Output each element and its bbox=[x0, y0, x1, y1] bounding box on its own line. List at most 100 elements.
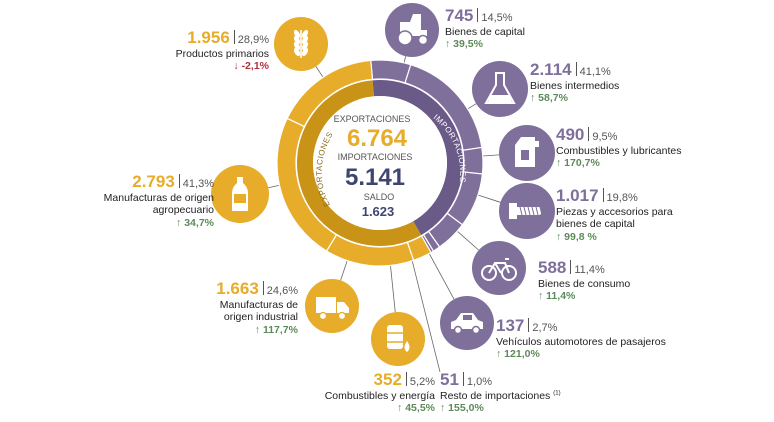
arrow-up-icon: ↑ bbox=[397, 402, 403, 415]
import-slice bbox=[370, 59, 412, 84]
leader-line bbox=[411, 259, 441, 373]
value: 1.956 bbox=[187, 28, 230, 47]
share: 41,3% bbox=[182, 178, 214, 190]
import-item-consumer-goods: 588 11,4% Bienes de consumo ↑ 11,4% bbox=[538, 258, 688, 303]
share: 24,6% bbox=[266, 285, 298, 297]
change: 121,0% bbox=[504, 348, 540, 361]
share: 2,7% bbox=[532, 322, 558, 334]
imports-label: IMPORTACIONES bbox=[338, 152, 413, 162]
import-item-fuels-lubricants: 490 9,5% Combustibles y lubricantes ↑ 170… bbox=[556, 125, 716, 170]
exports-total-ring bbox=[296, 80, 422, 246]
label: Manufacturas de origen industrial bbox=[219, 299, 298, 324]
change: 170,7% bbox=[564, 157, 600, 170]
leader-line bbox=[268, 184, 280, 189]
value: 1.017 bbox=[556, 186, 599, 205]
footnote-mark: (1) bbox=[553, 390, 561, 397]
car-icon bbox=[440, 296, 494, 350]
bicycle-icon bbox=[472, 241, 526, 295]
change: 34,7% bbox=[184, 216, 214, 229]
exports-total: 6.764 bbox=[347, 125, 408, 152]
value: 490 bbox=[556, 125, 585, 144]
balance-label: SALDO bbox=[364, 192, 395, 202]
import-item-other-imports: 51 1,0% Resto de importaciones (1) ↑ 155,… bbox=[440, 370, 590, 415]
value: 745 bbox=[445, 6, 474, 25]
value: 352 bbox=[373, 370, 402, 389]
label: Bienes intermedios bbox=[530, 80, 620, 93]
value: 588 bbox=[538, 258, 567, 277]
leader-line bbox=[428, 253, 455, 300]
share: 19,8% bbox=[606, 192, 638, 204]
leader-lines bbox=[268, 56, 501, 373]
export-item-agro-manufactures: 2.793 41,3% Manufacturas de origen agrope… bbox=[34, 172, 214, 229]
share: 5,2% bbox=[409, 376, 435, 388]
label: Manufacturas de origen agropecuario bbox=[103, 192, 214, 217]
change: 155,0% bbox=[448, 402, 484, 415]
imports-total-ring bbox=[372, 79, 463, 236]
export-item-primary-products: 1.956 28,9% Productos primarios ↓ -2,1% bbox=[89, 28, 269, 73]
arrow-down-icon: ↓ bbox=[233, 60, 239, 73]
leader-line bbox=[477, 194, 501, 203]
bottle-icon bbox=[211, 165, 269, 223]
change: 99,8 % bbox=[564, 230, 597, 243]
truck-icon bbox=[305, 279, 359, 333]
jerrycan-icon bbox=[499, 125, 555, 181]
arrow-up-icon: ↑ bbox=[254, 323, 261, 336]
center-disc bbox=[313, 96, 447, 230]
leader-line bbox=[467, 103, 477, 110]
export-item-fuels-energy: 352 5,2% Combustibles y energía ↑ 45,5% bbox=[255, 370, 435, 415]
import-item-capital-goods: 745 14,5% Bienes de capital ↑ 39,5% bbox=[445, 6, 595, 51]
leader-line bbox=[482, 154, 500, 157]
label: Combustibles y energía bbox=[324, 390, 435, 403]
arrow-up-icon: ↑ bbox=[556, 230, 562, 243]
exports-label: EXPORTACIONES bbox=[334, 114, 411, 124]
leader-line bbox=[390, 265, 396, 313]
share: 41,1% bbox=[579, 66, 611, 78]
label: Bienes de consumo bbox=[538, 278, 631, 291]
arrow-up-icon: ↑ bbox=[496, 348, 502, 361]
share: 28,9% bbox=[237, 34, 269, 46]
value: 2.114 bbox=[530, 60, 572, 79]
share: 9,5% bbox=[592, 131, 618, 143]
share: 1,0% bbox=[466, 376, 492, 388]
value: 2.793 bbox=[132, 172, 175, 191]
export-item-industrial-manufactures: 1.663 24,6% Manufacturas de origen indust… bbox=[118, 279, 298, 336]
label: Productos primarios bbox=[175, 48, 269, 61]
flask-icon bbox=[472, 61, 528, 117]
value: 137 bbox=[496, 316, 525, 335]
label: Vehículos automotores de pasajeros bbox=[496, 336, 666, 349]
share: 11,4% bbox=[574, 264, 605, 276]
arrow-up-icon: ↑ bbox=[440, 402, 446, 415]
import-item-intermediate-goods: 2.114 41,1% Bienes intermedios ↑ 58,7% bbox=[530, 60, 680, 105]
change: 45,5% bbox=[405, 402, 435, 415]
leader-line bbox=[315, 66, 324, 78]
share: 14,5% bbox=[481, 12, 513, 24]
arrow-up-icon: ↑ bbox=[556, 157, 562, 170]
change: 11,4% bbox=[546, 290, 576, 303]
value: 1.663 bbox=[216, 279, 259, 298]
arrow-up-icon: ↑ bbox=[530, 92, 536, 105]
balance-value: 1.623 bbox=[362, 204, 395, 219]
change: 117,7% bbox=[262, 323, 298, 336]
change: -2,1% bbox=[241, 60, 269, 73]
arrow-up-icon: ↑ bbox=[538, 290, 544, 303]
label: Resto de importaciones bbox=[440, 390, 551, 403]
wheat-icon bbox=[274, 17, 328, 71]
category-bubbles bbox=[211, 3, 555, 366]
label: Piezas y accesorios para bienes de capit… bbox=[556, 206, 673, 231]
donut-rings bbox=[276, 59, 484, 267]
arrow-up-icon: ↑ bbox=[176, 216, 182, 229]
label: Combustibles y lubricantes bbox=[556, 145, 682, 158]
import-item-passenger-vehicles: 137 2,7% Vehículos automotores de pasajer… bbox=[496, 316, 676, 361]
export-slice bbox=[286, 59, 374, 128]
imports-total: 5.141 bbox=[345, 164, 405, 191]
barrel-icon bbox=[371, 312, 425, 366]
arrow-up-icon: ↑ bbox=[445, 38, 451, 51]
change: 39,5% bbox=[453, 38, 483, 51]
leader-line bbox=[456, 230, 480, 251]
label: Bienes de capital bbox=[445, 26, 525, 39]
tractor-icon bbox=[385, 3, 439, 57]
leader-line bbox=[340, 260, 348, 281]
import-item-parts-accessories: 1.017 19,8% Piezas y accesorios para bien… bbox=[556, 186, 696, 243]
change: 58,7% bbox=[538, 92, 568, 105]
